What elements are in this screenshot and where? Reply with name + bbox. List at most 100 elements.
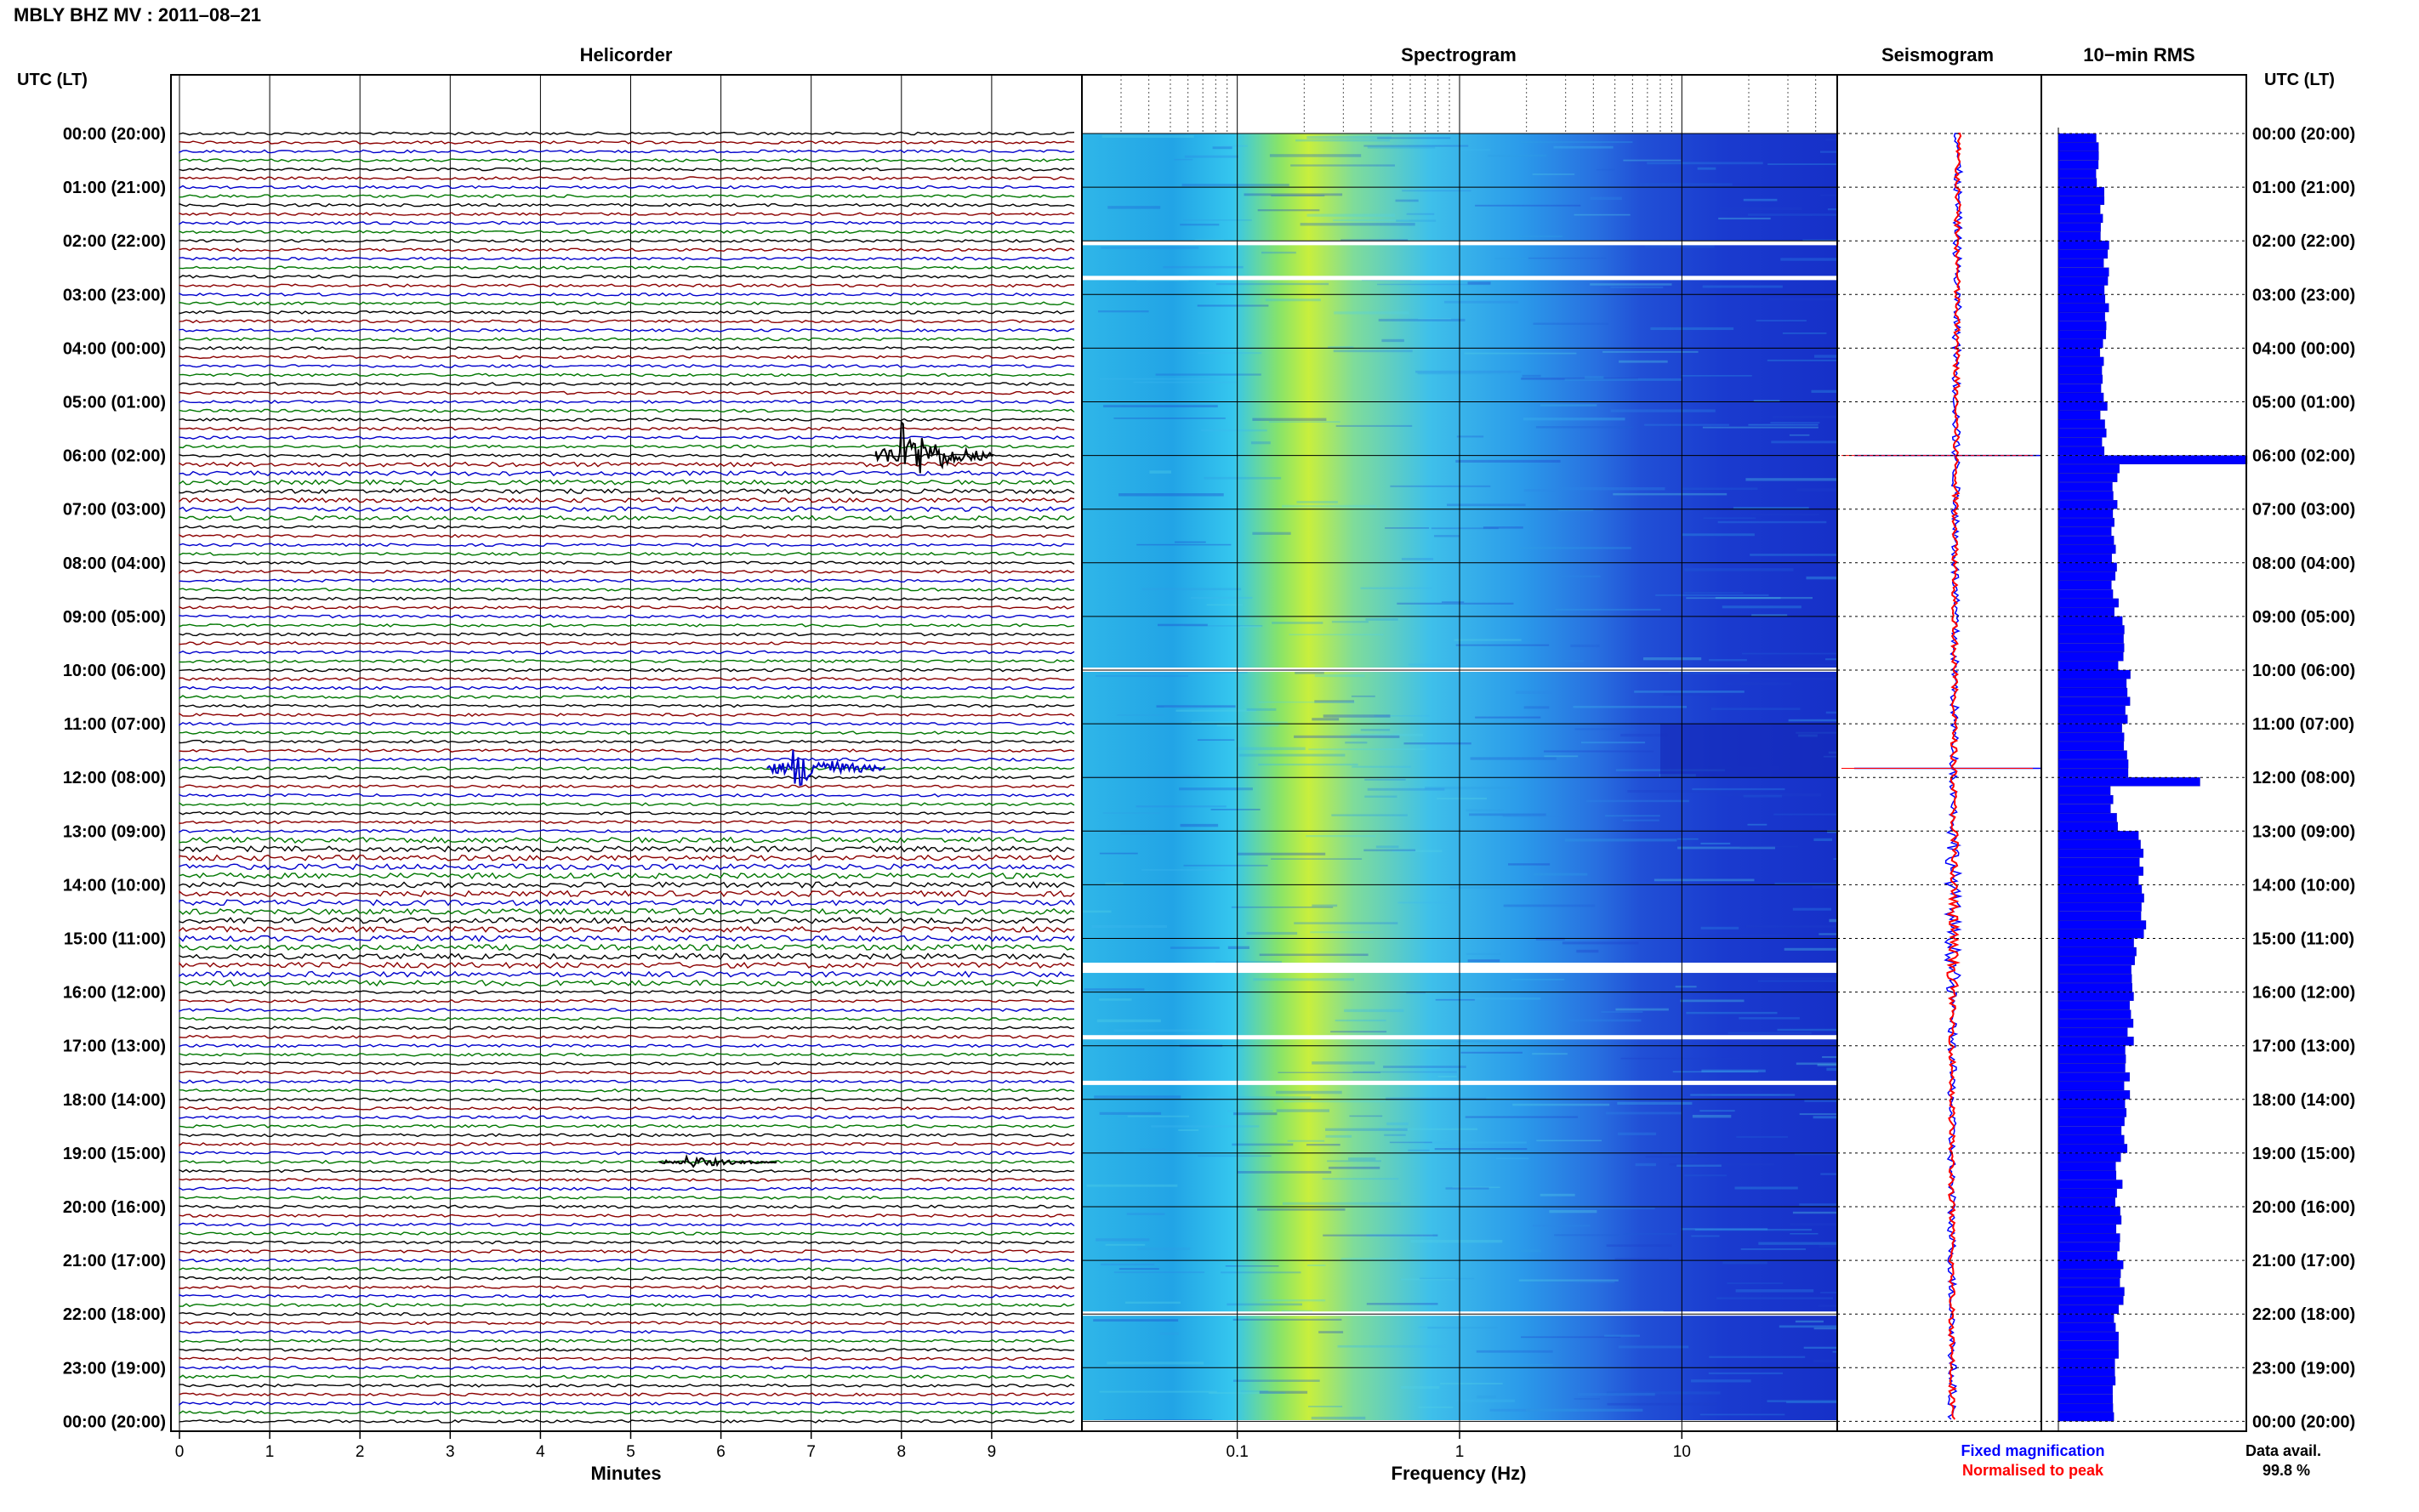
spectrogram-cell xyxy=(1741,652,1837,655)
spectrogram-cell xyxy=(1570,644,1600,648)
spectrogram-cell xyxy=(1709,659,1747,662)
spectrogram-cell xyxy=(1460,1038,1489,1042)
rms-bar xyxy=(2058,1027,2128,1037)
spectrogram-cell xyxy=(1708,1372,1783,1375)
rms-bar xyxy=(2058,1412,2114,1422)
hour-label-right: 04:00 (00:00) xyxy=(2252,339,2355,358)
spectrogram-cell xyxy=(1686,1011,1778,1015)
rms-bar xyxy=(2058,142,2099,151)
spectrogram-cell xyxy=(1252,531,1291,535)
helicorder-trace xyxy=(179,444,1074,449)
spectrogram-cell xyxy=(1312,904,1338,907)
helicorder-trace xyxy=(179,990,1075,995)
spectrogram-cell xyxy=(1328,346,1354,349)
spectrogram-cell xyxy=(1604,1334,1640,1337)
helicorder-tick-label: 9 xyxy=(988,1443,997,1461)
rms-bar xyxy=(2058,463,2120,474)
spectrogram-cell xyxy=(1268,421,1340,423)
helicorder-trace xyxy=(179,1097,1075,1102)
rms-bar xyxy=(2058,500,2118,509)
rms-bar xyxy=(2058,607,2114,617)
spectrogram-cell xyxy=(1503,904,1596,907)
helicorder-trace xyxy=(179,292,1075,297)
spectrogram-cell xyxy=(1469,813,1546,816)
spectrogram-cell xyxy=(1804,1100,1837,1102)
helicorder-trace xyxy=(179,1258,1075,1263)
rms-bar xyxy=(2058,696,2131,706)
plot-frame xyxy=(170,74,2247,1432)
spectrogram-cell xyxy=(1614,1258,1669,1260)
spectrogram-cell xyxy=(1278,1071,1381,1074)
rms-bar xyxy=(2058,562,2117,572)
rms-bar xyxy=(2058,1090,2131,1100)
spectrogram-cell xyxy=(1118,493,1224,497)
hour-label-right: 06:00 (02:00) xyxy=(2252,447,2355,466)
hour-label-left: 04:00 (00:00) xyxy=(63,339,166,358)
helicorder-trace xyxy=(179,970,1075,978)
helicorder-trace xyxy=(179,1106,1075,1111)
spectrogram-cell xyxy=(1774,883,1837,885)
station-title: MBLY BHZ MV : 2011–08–21 xyxy=(14,4,261,26)
spectrogram-cell xyxy=(1323,1234,1438,1236)
seismogram-title: Seismogram xyxy=(1881,44,1994,65)
spectrogram-cell xyxy=(1126,1213,1165,1215)
spectrogram-cell xyxy=(1118,1268,1159,1270)
hour-label-right: 22:00 (18:00) xyxy=(2252,1305,2355,1324)
spectrogram-cell xyxy=(1386,1122,1409,1126)
rms-bar xyxy=(2058,974,2132,983)
helicorder-trace xyxy=(179,461,1075,468)
spectrogram-cell xyxy=(1466,952,1501,955)
spectrogram-cell xyxy=(1511,979,1565,981)
spectrogram-cell xyxy=(1164,706,1204,708)
spectrogram-cell xyxy=(1175,709,1256,712)
hour-label-right: 05:00 (01:00) xyxy=(2252,394,2355,412)
helicorder-trace xyxy=(179,1115,1075,1120)
rms-bar xyxy=(2058,1054,2126,1064)
helicorder-trace xyxy=(179,881,1075,889)
spectrogram-cell xyxy=(1635,1162,1656,1167)
helicorder-tick-label: 5 xyxy=(626,1443,635,1461)
spectrogram-cell xyxy=(1084,988,1145,991)
spectrogram-tick-label: 10 xyxy=(1673,1443,1691,1461)
spectrogram-cell xyxy=(1692,787,1785,791)
spectrogram-cell xyxy=(1325,1128,1408,1131)
helicorder-trace xyxy=(179,364,1075,368)
rms-bar xyxy=(2058,750,2127,759)
spectrogram-cell xyxy=(1703,517,1756,520)
spectrogram-cell xyxy=(1586,799,1689,803)
helicorder-trace xyxy=(179,641,1075,645)
rms-bar xyxy=(2058,1242,2120,1252)
spectrogram-cell xyxy=(1327,1160,1381,1162)
spectrogram-cell xyxy=(1620,733,1668,737)
helicorder-trace xyxy=(179,1347,1075,1352)
helicorder-trace xyxy=(179,1070,1075,1075)
helicorder-trace xyxy=(179,1356,1075,1361)
spectrogram-cell xyxy=(1323,714,1391,718)
spectrogram-cell xyxy=(1512,1103,1610,1106)
helicorder-trace xyxy=(179,721,1075,726)
spectrogram-cell xyxy=(1156,705,1236,708)
spectrogram-cell xyxy=(1520,547,1631,549)
hour-label-right: 10:00 (06:00) xyxy=(2252,662,2355,680)
spectrogram-cell xyxy=(1792,907,1831,911)
helicorder-trace xyxy=(179,1026,1075,1031)
rms-bar xyxy=(2058,526,2112,537)
spectrogram-cell xyxy=(1750,554,1837,556)
spectrogram-cell xyxy=(1420,1277,1475,1280)
spectrogram-cell xyxy=(1192,1047,1244,1049)
spectrogram-cell xyxy=(1099,1390,1217,1393)
spectrogram-band xyxy=(1660,724,1837,778)
hour-label-left: 16:00 (12:00) xyxy=(63,984,166,1003)
helicorder-trace xyxy=(179,301,1075,306)
rms-bar xyxy=(2058,643,2125,652)
spectrogram-cell xyxy=(1365,618,1398,621)
spectrogram-cell xyxy=(1206,604,1244,606)
spectrogram-title: Spectrogram xyxy=(1401,44,1517,65)
hour-label-left: 14:00 (10:00) xyxy=(63,876,166,895)
spectrogram-cell xyxy=(1406,213,1435,215)
spectrogram-cell xyxy=(1520,141,1633,144)
hour-label-right: 00:00 (20:00) xyxy=(2252,1413,2355,1431)
spectrogram-cell xyxy=(1390,485,1491,487)
spectrogram-cell xyxy=(1758,980,1837,982)
rms-bar xyxy=(2058,312,2105,321)
